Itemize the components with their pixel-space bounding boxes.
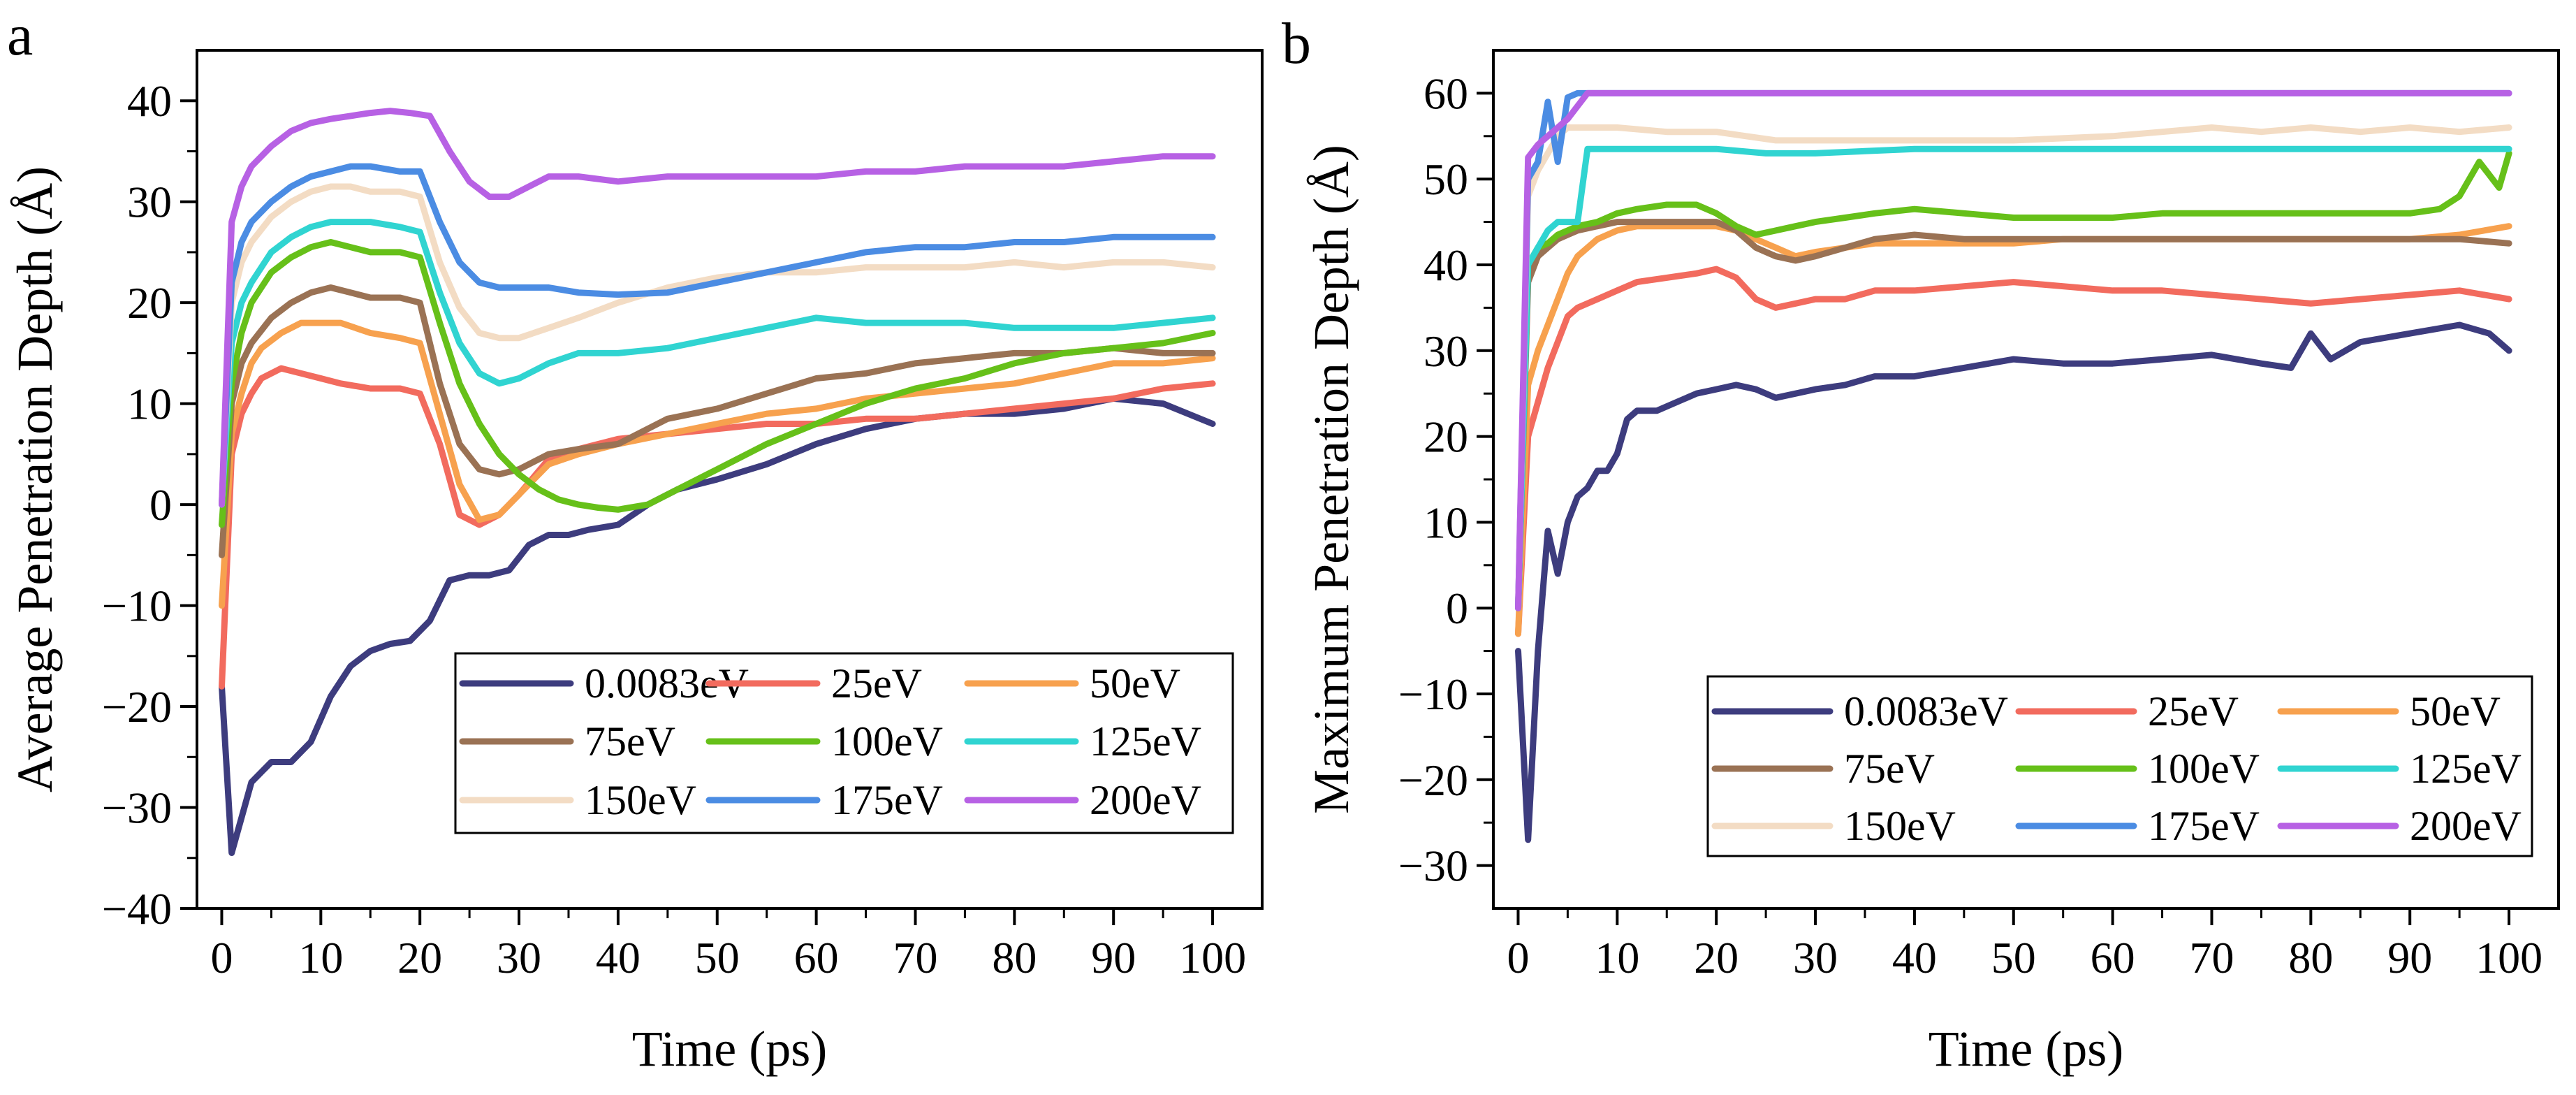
panel-a-x-tick-label-0: 0 bbox=[210, 933, 233, 982]
panel-b-x-tick-label-8: 80 bbox=[2288, 933, 2333, 982]
panel-a-y-tick-label-2: −20 bbox=[102, 682, 172, 732]
panel-a: a 0 10 20 30 40 50 60 70 80 90 100 −40 −30 −20 −10 0 10 2… bbox=[7, 3, 1264, 1077]
panel-a-x-tick-label-3: 30 bbox=[497, 933, 541, 982]
panel-b-x-tick-label-1: 10 bbox=[1595, 933, 1639, 982]
panel-a-letter: a bbox=[7, 3, 33, 68]
panel-b-y-tick-label-6: 30 bbox=[1424, 326, 1468, 376]
panel-b-legend-label-6: 150eV bbox=[1844, 803, 1956, 849]
panel-a-x-tick-label-1: 10 bbox=[298, 933, 343, 982]
panel-b-y-tick-label-4: 10 bbox=[1424, 498, 1468, 547]
panel-b-series-line-1 bbox=[1515, 266, 2512, 637]
panel-a-legend-label-3: 75eV bbox=[585, 718, 675, 764]
panel-b-legend: 0.0083eV 25eV 50eV 75eV 100eV 125eV 150eV 175eV… bbox=[1706, 675, 2533, 857]
panel-a-y-tick-label-7: 30 bbox=[127, 177, 172, 227]
panel-b-series-line-0 bbox=[1515, 321, 2512, 843]
panel-b-y-tick-label-3: 0 bbox=[1446, 583, 1468, 633]
panel-a-legend-label-8: 200eV bbox=[1090, 777, 1201, 823]
panel-a-series-line-5 bbox=[219, 219, 1216, 508]
panel-b-x-tick-label-5: 50 bbox=[1991, 933, 2036, 982]
panel-a-series-line-4 bbox=[219, 239, 1216, 528]
panel-a-legend-label-6: 150eV bbox=[585, 777, 696, 823]
panel-a-series-line-8 bbox=[219, 108, 1216, 508]
panel-a-x-tick-label-2: 20 bbox=[397, 933, 442, 982]
panel-b-series-line-7 bbox=[1515, 89, 2512, 611]
panel-b-series-line-8 bbox=[1515, 89, 2512, 611]
panel-a-legend-label-1: 25eV bbox=[831, 660, 922, 706]
panel-a-legend-label-5: 125eV bbox=[1090, 718, 1201, 764]
panel-b-series-line-3 bbox=[1515, 219, 2512, 611]
panel-a-legend-label-7: 175eV bbox=[831, 777, 943, 823]
panel-b-series-line-2 bbox=[1515, 223, 2512, 637]
panel-b-legend-label-4: 100eV bbox=[2148, 746, 2260, 792]
panel-b-legend-label-0: 0.0083eV bbox=[1844, 688, 2008, 734]
panel-a-y-axis-title: Average Penetration Depth (Å) bbox=[7, 166, 63, 792]
panel-a-plot-layer bbox=[219, 108, 1216, 856]
panel-a-legend-box bbox=[454, 652, 1234, 834]
panel-b-series-line-4 bbox=[1515, 150, 2512, 611]
panel-b-x-tick-label-10: 100 bbox=[2475, 933, 2542, 982]
panel-b-letter: b bbox=[1282, 11, 1311, 76]
panel-b-legend-label-7: 175eV bbox=[2148, 803, 2260, 849]
panel-a-legend-label-4: 100eV bbox=[831, 718, 943, 764]
panel-b-x-tick-label-7: 70 bbox=[2189, 933, 2234, 982]
panel-a-series-line-7 bbox=[219, 163, 1216, 508]
panel-a-series-line-6 bbox=[219, 183, 1216, 508]
panel-a-y-tick-label-5: 10 bbox=[127, 379, 172, 429]
panel-b-x-tick-label-6: 60 bbox=[2091, 933, 2135, 982]
panel-b-y-tick-label-9: 60 bbox=[1424, 68, 1468, 118]
panel-b-x-tick-label-2: 20 bbox=[1694, 933, 1739, 982]
panel-a-series-line-1 bbox=[219, 365, 1216, 690]
panel-a-x-tick-label-10: 100 bbox=[1179, 933, 1246, 982]
panel-a-x-axis-title: Time (ps) bbox=[632, 1021, 827, 1077]
panel-a-y-tick-label-8: 40 bbox=[127, 76, 172, 126]
panel-a-axes: 0 10 20 30 40 50 60 70 80 90 100 −40 −30 −20 −10 0 10 20 3… bbox=[102, 76, 1246, 982]
panel-b-y-tick-label-2: −10 bbox=[1398, 669, 1468, 719]
panel-b-series-line-6 bbox=[1515, 124, 2512, 611]
panel-b-x-axis-title: Time (ps) bbox=[1929, 1021, 2123, 1077]
panel-b-x-tick-label-4: 40 bbox=[1892, 933, 1937, 982]
panel-b-y-axis-title: Maximum Penetration Depth (Å) bbox=[1303, 145, 1359, 814]
panel-b-legend-label-3: 75eV bbox=[1844, 746, 1935, 792]
panel-a-x-tick-label-5: 50 bbox=[695, 933, 740, 982]
panel-b: b 0 10 20 30 40 50 60 70 80 90 100 −30 −20 −10 0 10 20 30… bbox=[1282, 11, 2560, 1077]
panel-b-legend-label-8: 200eV bbox=[2410, 803, 2522, 849]
panel-b-axes: 0 10 20 30 40 50 60 70 80 90 100 −30 −20 −10 0 10 20 30 40… bbox=[1398, 68, 2542, 982]
panel-b-series-line-5 bbox=[1515, 145, 2512, 611]
panel-b-y-tick-label-7: 40 bbox=[1424, 240, 1468, 290]
panel-a-x-tick-label-9: 90 bbox=[1091, 933, 1136, 982]
panel-b-y-tick-label-0: −30 bbox=[1398, 841, 1468, 891]
panel-a-y-tick-label-3: −10 bbox=[102, 581, 172, 631]
panel-b-x-tick-label-9: 90 bbox=[2387, 933, 2432, 982]
panel-a-series-line-2 bbox=[219, 319, 1216, 609]
panel-b-x-tick-label-3: 30 bbox=[1793, 933, 1838, 982]
panel-b-legend-label-2: 50eV bbox=[2410, 688, 2501, 734]
panel-a-y-tick-label-0: −40 bbox=[102, 884, 172, 934]
panel-a-y-tick-label-6: 20 bbox=[127, 278, 172, 328]
panel-a-series-line-3 bbox=[219, 284, 1216, 558]
panel-a-x-tick-label-4: 40 bbox=[596, 933, 641, 982]
panel-b-x-tick-label-0: 0 bbox=[1507, 933, 1529, 982]
panel-a-y-tick-label-1: −30 bbox=[102, 783, 172, 833]
panel-b-y-tick-label-5: 20 bbox=[1424, 412, 1468, 462]
panel-a-y-tick-label-4: 0 bbox=[149, 480, 172, 530]
panel-b-plot-layer bbox=[1515, 89, 2512, 843]
panel-b-y-tick-label-1: −20 bbox=[1398, 755, 1468, 805]
panel-b-legend-label-5: 125eV bbox=[2410, 746, 2522, 792]
panel-a-x-tick-label-7: 70 bbox=[893, 933, 937, 982]
panel-a-legend-label-2: 50eV bbox=[1090, 660, 1180, 706]
panel-b-legend-label-1: 25eV bbox=[2148, 688, 2239, 734]
panel-a-x-tick-label-6: 60 bbox=[794, 933, 839, 982]
panel-a-x-tick-label-8: 80 bbox=[992, 933, 1037, 982]
panel-a-plot-frame bbox=[196, 49, 1264, 910]
panel-b-y-tick-label-8: 50 bbox=[1424, 154, 1468, 204]
